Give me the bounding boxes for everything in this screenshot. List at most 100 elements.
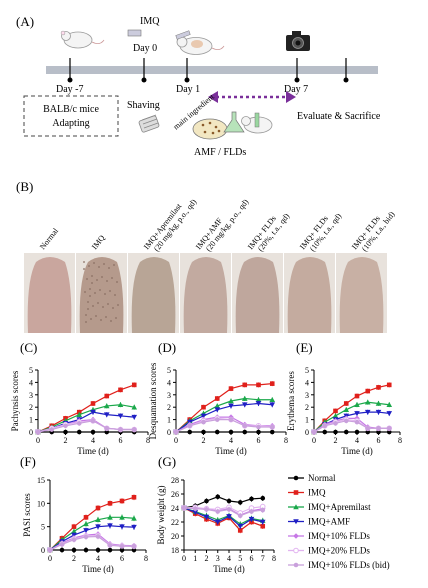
data-point [131, 515, 137, 521]
photo-label: IMQ+ FLDs(10%, t.a., bid) [350, 210, 397, 254]
data-point [107, 547, 113, 553]
y-tick-label: 2 [29, 403, 33, 412]
data-point [131, 414, 138, 420]
data-point [386, 425, 392, 431]
lesion-texture [110, 320, 112, 322]
data-point [242, 423, 248, 429]
legend-entry: IMQ [288, 488, 326, 498]
data-point [131, 524, 137, 530]
data-point [201, 404, 206, 410]
series-line [313, 401, 390, 433]
balbc-box [23, 95, 119, 137]
data-point [214, 519, 221, 525]
x-tick-label: 8 [144, 554, 148, 563]
photo-label-line1: IMQ [90, 233, 107, 251]
series-line [49, 516, 135, 551]
photo-skin [79, 257, 124, 333]
x-tick-label: 2 [72, 554, 76, 563]
day0-label: Day 0 [133, 43, 157, 54]
series-line [175, 419, 273, 433]
legend: Normal IMQ IMQ+Apremilast IMQ+AMF IMQ+10% FL… [288, 473, 390, 570]
data-point [192, 509, 199, 515]
data-point [354, 411, 360, 417]
razor-icon [138, 114, 160, 133]
data-point [71, 547, 77, 553]
series-line [37, 420, 135, 433]
lesion-texture [87, 301, 89, 303]
data-point [49, 427, 55, 432]
y-axis-label: Body weight (g) [156, 486, 166, 545]
data-point [76, 421, 82, 426]
series-line [175, 397, 273, 433]
y-tick-label: 0 [167, 428, 171, 437]
mouse-icon [241, 112, 273, 134]
data-point [59, 542, 65, 547]
data-point [228, 398, 234, 404]
data-point [76, 429, 82, 435]
data-point [204, 498, 209, 504]
data-point [192, 506, 198, 512]
lesion-texture [108, 267, 110, 269]
x-tick-label: 0 [174, 436, 178, 445]
y-tick-label: 22 [171, 518, 179, 527]
data-point [226, 514, 232, 520]
x-axis-label: Time (d) [215, 446, 246, 456]
x-tick-label: 6 [257, 436, 261, 445]
y-tick-label: 5 [167, 366, 171, 375]
skin-photo [284, 253, 335, 333]
legend-entry: Normal [288, 473, 336, 483]
data-point [214, 429, 220, 435]
x-tick-label: 8 [284, 436, 288, 445]
x-tick-label: 2 [334, 436, 338, 445]
data-point [119, 524, 125, 530]
y-tick-label: 5 [41, 523, 45, 532]
lesion-texture [85, 321, 87, 323]
y-tick-label: 3 [167, 391, 171, 400]
x-tick-label: 4 [96, 554, 100, 563]
lesion-texture [90, 318, 92, 320]
y-tick-label: 2 [305, 403, 309, 412]
series [173, 417, 275, 435]
photo-skin [287, 257, 332, 333]
data-point [293, 562, 299, 568]
data-point [386, 401, 393, 408]
lesion-texture [89, 288, 91, 290]
data-point [269, 396, 276, 403]
data-point [35, 429, 41, 435]
lesion-texture [109, 290, 111, 292]
data-point [107, 543, 113, 548]
x-tick-label: 4 [355, 436, 359, 445]
lesion-texture [116, 281, 118, 283]
data-point [242, 382, 248, 388]
chart-c: (C) 0 1 2 3 4 5 0 2 4 6 8 Time (d) Pachynsis scores [10, 340, 150, 456]
data-point [375, 409, 382, 415]
x-tick-label: 6 [377, 436, 381, 445]
y-tick-label: 4 [167, 378, 171, 387]
data-point [103, 403, 110, 409]
shaving-label: Shaving [127, 100, 160, 111]
data-point [365, 429, 371, 435]
y-tick-label: 1 [305, 416, 309, 425]
y-tick-label: 15 [37, 476, 45, 485]
data-point [333, 408, 338, 414]
data-point [293, 519, 299, 525]
imq-tube-icon [127, 29, 142, 37]
y-axis-label: Pachynsis scores [10, 370, 20, 431]
data-point [343, 429, 349, 435]
lesion-texture [85, 314, 87, 316]
photo-group-labels: Normal IMQ IMQ+Apremilast(20 mg/kg, p.o., … [38, 197, 397, 253]
x-tick-label: 0 [182, 554, 186, 563]
data-point [354, 419, 360, 425]
skin-photo [128, 253, 179, 333]
data-point [131, 543, 137, 549]
data-point [173, 429, 179, 435]
data-point [117, 413, 124, 419]
data-point [259, 519, 266, 525]
data-point [107, 523, 113, 529]
data-point [119, 514, 125, 520]
data-point [228, 386, 234, 391]
data-point [248, 516, 255, 522]
x-axis-label: Time (d) [82, 564, 113, 574]
lesion-texture [105, 316, 107, 318]
panel-label-a: (A) [16, 14, 34, 29]
